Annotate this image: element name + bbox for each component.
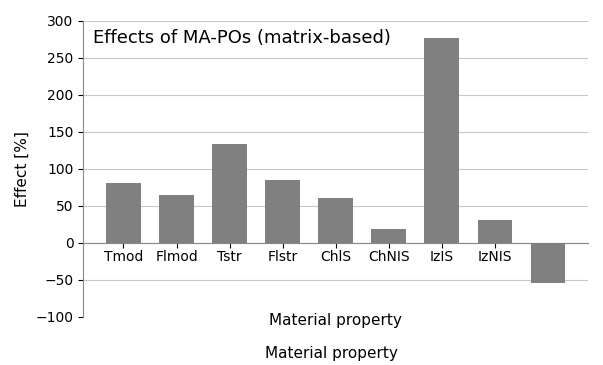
Bar (531, 243, 565, 284)
Bar (478, 220, 512, 243)
X-axis label: Material property: Material property (269, 313, 402, 328)
Bar (265, 180, 300, 243)
Bar (212, 144, 247, 243)
Bar (425, 38, 459, 243)
Bar (318, 198, 353, 243)
Bar (159, 195, 194, 243)
Text: Material property: Material property (265, 346, 398, 361)
Text: Effects of MA-POs (matrix-based): Effects of MA-POs (matrix-based) (93, 30, 391, 47)
Bar (106, 184, 140, 243)
Bar (371, 229, 406, 243)
Y-axis label: Effect [%]: Effect [%] (15, 131, 30, 207)
